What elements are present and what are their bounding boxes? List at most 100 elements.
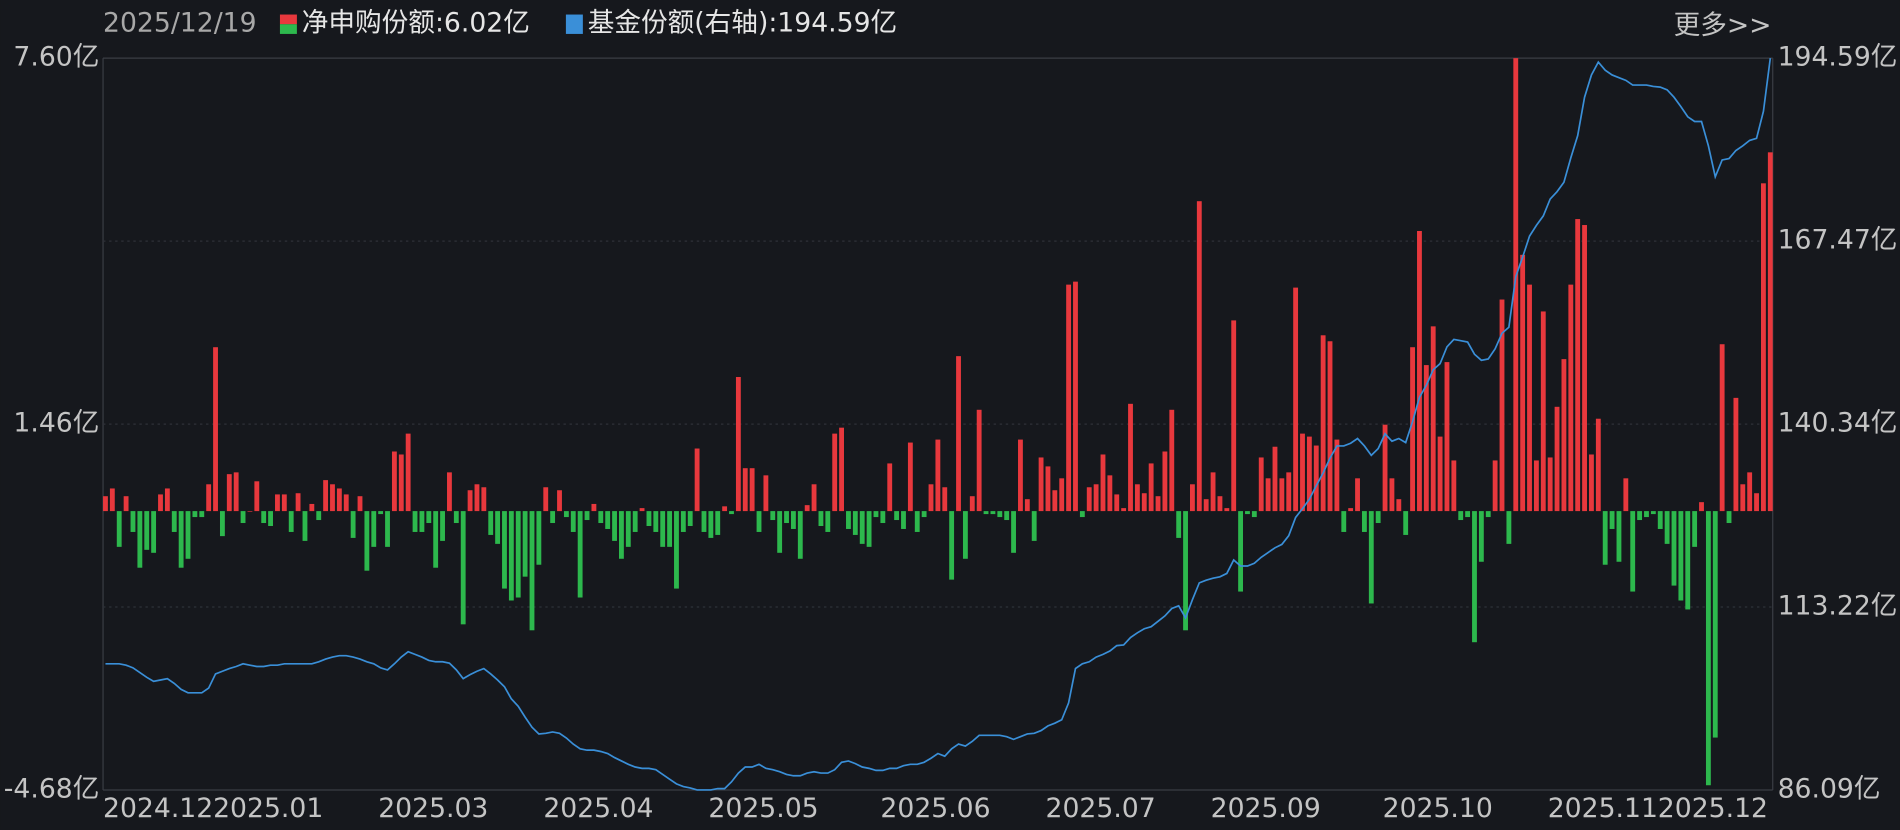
bar	[330, 484, 335, 512]
bar	[956, 356, 961, 512]
bar	[1733, 397, 1739, 512]
bar	[529, 511, 535, 631]
bar	[240, 511, 246, 524]
bar	[151, 511, 157, 553]
bar	[391, 451, 397, 512]
bar	[226, 474, 232, 512]
bar	[1265, 478, 1271, 512]
bar	[632, 511, 638, 532]
bar	[288, 511, 294, 532]
bar	[1169, 409, 1175, 512]
bar	[605, 511, 611, 529]
x-tick-label: 2025.03	[378, 793, 488, 824]
bar	[385, 511, 390, 547]
bar	[962, 511, 968, 559]
x-tick-label: 2025.01	[213, 793, 323, 824]
bar	[447, 472, 452, 512]
bar	[1251, 511, 1257, 518]
bar	[1355, 478, 1360, 512]
bar	[543, 487, 549, 512]
bar	[1079, 511, 1085, 518]
bar	[116, 511, 122, 547]
bar	[880, 511, 886, 524]
bar	[453, 511, 459, 524]
bar	[1155, 496, 1161, 512]
y2-tick-label: 194.59亿	[1778, 42, 1898, 73]
bar	[316, 511, 322, 521]
bar	[185, 511, 191, 559]
bar	[1368, 511, 1374, 604]
bar	[894, 511, 900, 521]
bar	[1107, 475, 1113, 512]
bar	[1238, 511, 1244, 592]
bar	[1513, 58, 1519, 512]
bar	[460, 511, 466, 625]
x-tick-label: 2025.04	[543, 793, 653, 824]
bar	[921, 511, 927, 518]
bar	[309, 503, 315, 512]
bar	[680, 511, 686, 532]
bar	[1052, 490, 1058, 512]
bar	[1396, 499, 1402, 512]
bar	[364, 511, 370, 571]
bar	[901, 511, 906, 529]
bar	[1582, 225, 1587, 512]
bar	[1520, 254, 1526, 512]
bar	[1423, 365, 1429, 512]
bar	[522, 511, 528, 577]
bar	[1210, 472, 1216, 512]
bar	[515, 511, 521, 598]
bar	[1348, 508, 1354, 512]
bar	[914, 511, 920, 532]
bar	[1602, 511, 1608, 565]
bar	[481, 487, 487, 512]
bar	[742, 468, 748, 512]
bar	[1038, 457, 1044, 512]
bar	[275, 494, 280, 512]
bar	[887, 463, 893, 512]
bar	[1540, 311, 1546, 512]
bar	[859, 511, 865, 544]
bar	[206, 484, 212, 512]
bar	[1334, 439, 1340, 512]
bar	[907, 442, 913, 512]
bar	[323, 480, 329, 512]
bar	[1754, 493, 1759, 512]
bar	[130, 511, 136, 532]
bar	[412, 511, 418, 532]
bar	[1320, 335, 1326, 512]
bar	[570, 511, 576, 532]
bar	[935, 439, 941, 512]
bar	[103, 496, 108, 512]
bar	[976, 409, 982, 512]
bar	[178, 511, 184, 568]
more-link[interactable]: 更多>>	[1674, 10, 1772, 41]
bar	[502, 511, 507, 589]
bar	[1121, 508, 1127, 512]
bar	[674, 511, 679, 589]
bar	[1293, 287, 1299, 512]
bar	[1747, 472, 1753, 512]
bar	[1664, 511, 1670, 544]
bar	[797, 511, 803, 559]
bar	[1141, 493, 1147, 512]
bar	[1623, 478, 1629, 512]
bar	[949, 511, 955, 580]
bar	[969, 496, 975, 512]
bar	[171, 511, 177, 532]
x-tick-label: 2025.05	[708, 793, 818, 824]
y2-tick-label: 167.47亿	[1778, 225, 1898, 256]
bar	[1224, 508, 1230, 512]
bar	[756, 511, 762, 532]
bar	[508, 511, 514, 601]
bar	[254, 481, 260, 512]
bar	[1217, 496, 1223, 512]
bar	[687, 511, 693, 526]
bar	[763, 475, 769, 512]
bar	[1093, 484, 1099, 512]
bar	[213, 347, 218, 512]
bar	[398, 454, 404, 512]
bar	[1231, 320, 1237, 512]
bar	[295, 493, 301, 512]
bar	[866, 511, 872, 547]
